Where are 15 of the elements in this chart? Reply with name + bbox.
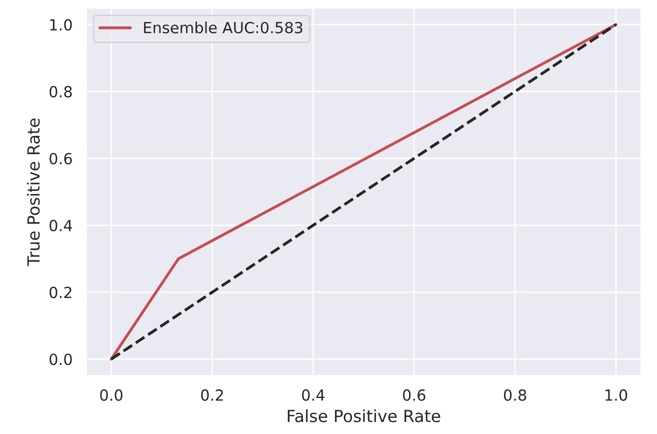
y-tick-label: 0.4: [50, 220, 72, 232]
y-tick-label: 0.6: [50, 152, 72, 164]
y-tick-label: 0.0: [50, 354, 72, 366]
x-tick-label: 0.2: [201, 389, 223, 401]
x-tick-label: 0.4: [302, 389, 324, 401]
x-axis-title: False Positive Rate: [288, 409, 440, 422]
legend-label: Ensemble AUC:0.583: [144, 22, 302, 34]
y-tick-label: 1.0: [50, 19, 72, 31]
x-tick-label: 0.0: [100, 389, 122, 401]
y-tick-label: 0.2: [50, 286, 72, 298]
x-tick-label: 0.8: [504, 389, 526, 401]
x-tick-label: 0.6: [402, 389, 426, 401]
y-axis-title: True Positive Rate: [26, 118, 40, 266]
y-tick-label: 0.8: [50, 86, 72, 98]
x-tick-label: 1.0: [606, 389, 628, 401]
